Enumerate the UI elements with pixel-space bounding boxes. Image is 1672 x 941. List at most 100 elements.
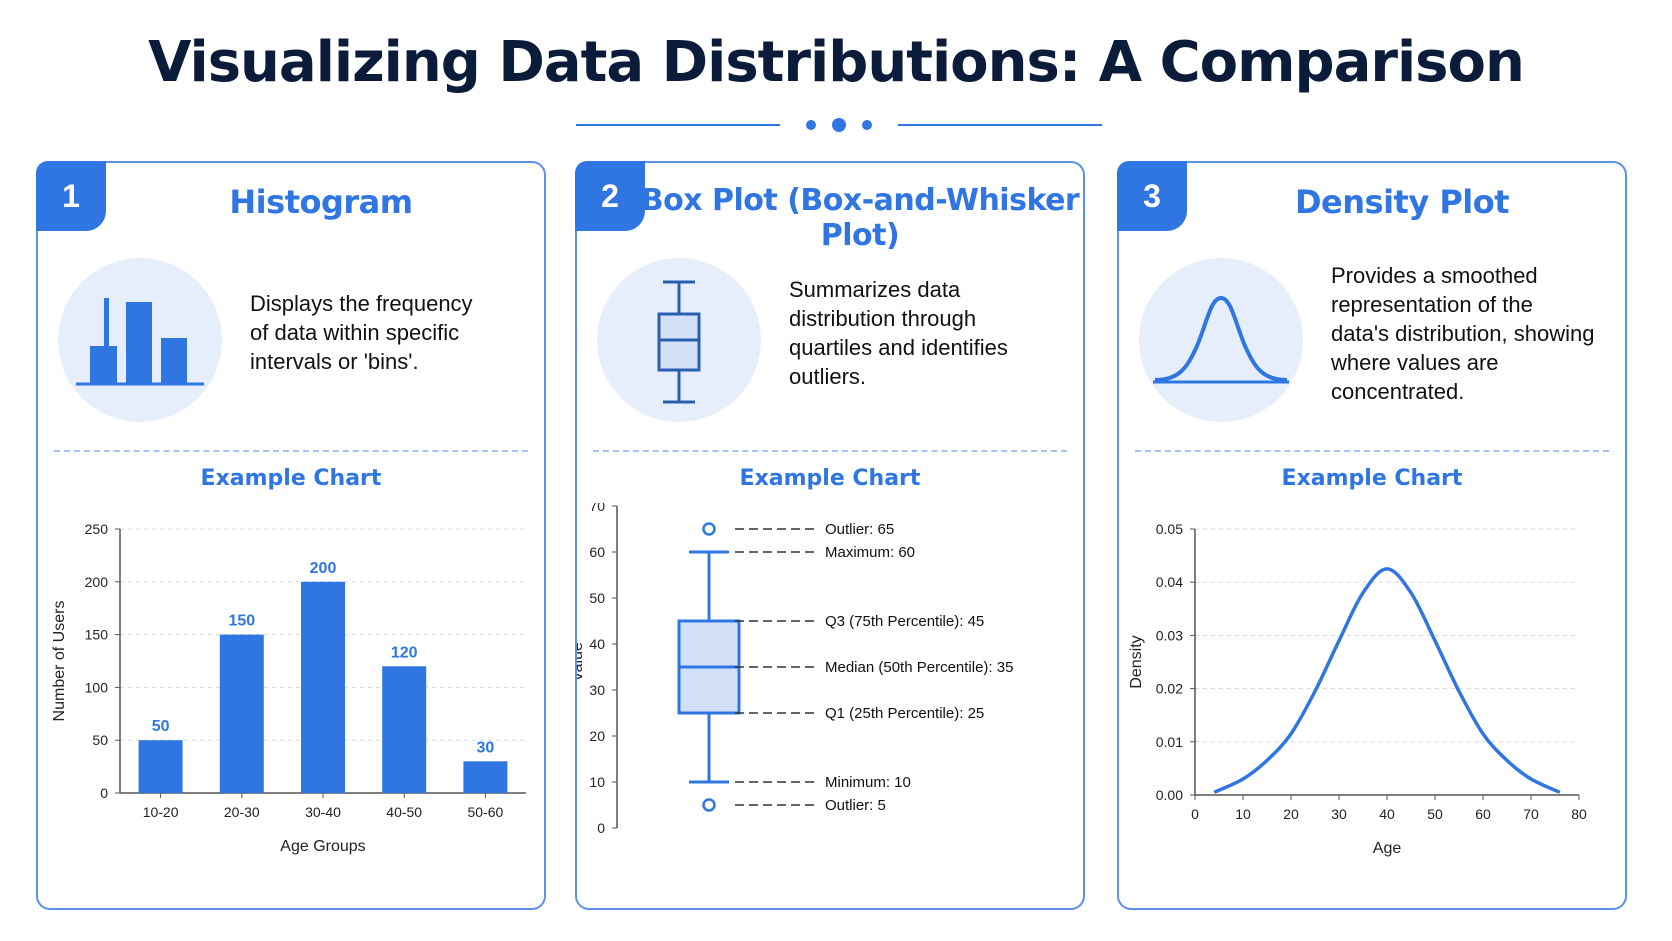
x-tick-label: 40-50 bbox=[386, 804, 422, 820]
box-plot-card: 2 Box Plot (Box-and-Whisker Plot) Summar… bbox=[575, 161, 1085, 910]
y-tick-label: 70 bbox=[589, 503, 605, 514]
histogram-card: 1 Histogram Displays the frequency of da… bbox=[36, 161, 546, 910]
example-chart-label: Example Chart bbox=[739, 466, 921, 491]
description-line: Provides a smoothed bbox=[1331, 263, 1538, 288]
description-line: Displays the frequency bbox=[250, 291, 473, 316]
card-number-badge: 3 bbox=[1117, 161, 1187, 231]
x-tick-label: 0 bbox=[1191, 806, 1199, 822]
card-title: Density Plot bbox=[1294, 183, 1510, 221]
x-tick-label: 30-40 bbox=[305, 804, 341, 820]
section-divider bbox=[1135, 450, 1609, 452]
x-tick-label: 10 bbox=[1235, 806, 1251, 822]
y-tick-label: 200 bbox=[85, 574, 109, 590]
box-plot-chart: 0 10 20 30 40 50 60 70 Value Outlier: 65 Maximum: … bbox=[577, 503, 1013, 836]
section-divider bbox=[54, 450, 528, 452]
histogram-icon bbox=[76, 298, 204, 386]
x-axis-title: Age Groups bbox=[280, 838, 365, 855]
annotation-label: Minimum: 10 bbox=[825, 774, 911, 791]
card-number-badge: 2 bbox=[575, 161, 645, 231]
annotation-label: Median (50th Percentile): 35 bbox=[825, 659, 1013, 676]
x-tick-label: 10-20 bbox=[143, 804, 179, 820]
card-description: Displays the frequency of data within sp… bbox=[250, 289, 535, 376]
y-tick-label: 10 bbox=[589, 774, 605, 790]
card-description: Summarizes data distribution through qua… bbox=[789, 275, 1074, 391]
x-tick-label: 60 bbox=[1475, 806, 1491, 822]
x-axis-title: Age bbox=[1373, 840, 1402, 857]
bar-value-label: 30 bbox=[477, 739, 495, 756]
description-line: of data within specific bbox=[250, 320, 460, 345]
x-tick-label: 40 bbox=[1379, 806, 1395, 822]
y-tick-label: 60 bbox=[589, 544, 605, 560]
x-tick-label: 50-60 bbox=[467, 804, 503, 820]
description-line: distribution through bbox=[789, 306, 977, 331]
y-tick-label: 0.01 bbox=[1156, 734, 1183, 750]
icon-circle bbox=[1139, 258, 1303, 422]
description-line: quartiles and identifies bbox=[789, 335, 1008, 360]
annotation-label: Outlier: 65 bbox=[825, 521, 894, 538]
description-line: outliers. bbox=[789, 364, 867, 389]
y-tick-label: 0.05 bbox=[1156, 521, 1183, 537]
annotation-label: Q3 (75th Percentile): 45 bbox=[825, 613, 984, 630]
bar-value-label: 150 bbox=[228, 613, 255, 630]
description-line: representation of the bbox=[1331, 292, 1533, 317]
description-line: intervals or 'bins'. bbox=[250, 349, 419, 374]
y-tick-label: 0.00 bbox=[1156, 787, 1183, 803]
histogram-bar bbox=[382, 666, 427, 793]
example-chart-label: Example Chart bbox=[200, 466, 382, 491]
outlier-point bbox=[702, 522, 716, 536]
x-tick-label: 50 bbox=[1427, 806, 1443, 822]
x-tick-label: 80 bbox=[1571, 806, 1587, 822]
example-chart-label: Example Chart bbox=[1281, 466, 1463, 491]
y-tick-label: 40 bbox=[589, 636, 605, 652]
card-title: Box Plot (Box-and-Whisker Plot) bbox=[640, 183, 1080, 253]
icon-circle bbox=[597, 258, 761, 422]
description-line: where values are bbox=[1331, 350, 1499, 375]
section-divider bbox=[593, 450, 1067, 452]
histogram-chart: 0 50 100 150 200 250 50 10-20 150 20-30 200 30-40 12… bbox=[51, 521, 526, 855]
y-tick-label: 250 bbox=[85, 521, 109, 537]
annotation-label: Q1 (25th Percentile): 25 bbox=[825, 705, 984, 722]
y-tick-label: 100 bbox=[85, 679, 109, 695]
y-tick-label: 0.03 bbox=[1156, 627, 1183, 643]
density-chart: 0.00 0.01 0.02 0.03 0.04 0.05 0 10 20 30 40 50 60 70 8… bbox=[1128, 521, 1587, 857]
x-tick-label: 70 bbox=[1523, 806, 1539, 822]
description-line: data's distribution, showing bbox=[1331, 321, 1595, 346]
y-tick-label: 50 bbox=[92, 732, 108, 748]
y-tick-label: 0.04 bbox=[1156, 574, 1183, 590]
title-divider bbox=[576, 118, 1102, 132]
outlier-point bbox=[702, 798, 716, 812]
histogram-bar bbox=[463, 761, 508, 793]
y-tick-label: 0 bbox=[100, 785, 108, 801]
y-axis-title: Value bbox=[577, 642, 586, 682]
bar-value-label: 200 bbox=[310, 560, 337, 577]
x-tick-label: 30 bbox=[1331, 806, 1347, 822]
density-card: 3 Density Plot Provides a smoothed repre… bbox=[1117, 161, 1627, 910]
bar-value-label: 120 bbox=[391, 644, 418, 661]
box-plot-icon bbox=[657, 280, 701, 404]
histogram-bar bbox=[219, 634, 264, 793]
card-number-badge: 1 bbox=[36, 161, 106, 231]
y-tick-label: 50 bbox=[589, 590, 605, 606]
x-tick-label: 20-30 bbox=[224, 804, 260, 820]
annotation-label: Outlier: 5 bbox=[825, 797, 886, 814]
y-axis-title: Density bbox=[1128, 635, 1145, 688]
bar-value-label: 50 bbox=[152, 718, 170, 735]
y-axis-title: Number of Users bbox=[51, 601, 68, 722]
y-tick-label: 20 bbox=[589, 728, 605, 744]
page-title: Visualizing Data Distributions: A Compar… bbox=[148, 30, 1525, 95]
description-line: Summarizes data bbox=[789, 277, 961, 302]
x-tick-label: 20 bbox=[1283, 806, 1299, 822]
icon-circle bbox=[58, 258, 222, 422]
card-description: Provides a smoothed representation of th… bbox=[1331, 261, 1616, 406]
description-line: concentrated. bbox=[1331, 379, 1465, 404]
y-tick-label: 0.02 bbox=[1156, 681, 1183, 697]
y-tick-label: 150 bbox=[85, 627, 109, 643]
histogram-bar bbox=[301, 581, 345, 793]
bell-curve-icon bbox=[1153, 295, 1289, 384]
card-title: Histogram bbox=[229, 183, 413, 221]
y-tick-label: 0 bbox=[597, 820, 605, 836]
y-tick-label: 30 bbox=[589, 682, 605, 698]
density-curve bbox=[1213, 567, 1561, 794]
annotation-label: Maximum: 60 bbox=[825, 544, 915, 561]
histogram-bar bbox=[138, 740, 183, 793]
